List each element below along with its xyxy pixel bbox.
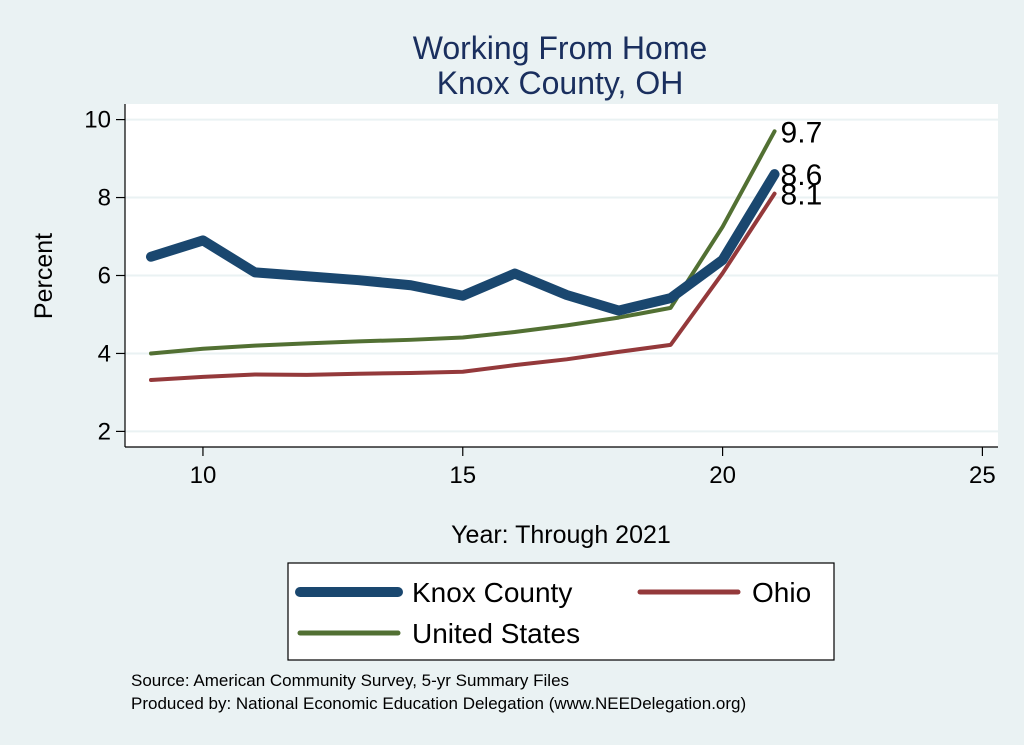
legend-box [287,562,835,661]
end-label-knox-county: 8.6 [781,159,823,192]
y-tick-label: 4 [98,340,111,367]
axis-ticks: 2 4 6 8 10 10 15 20 25 [84,107,995,489]
x-tick-label: 15 [449,462,476,489]
chart-title-line2: Knox County, OH [437,65,684,101]
x-tick-label: 10 [190,462,217,489]
y-tick-label: 10 [84,107,111,134]
produced-by-note: Produced by: National Economic Education… [131,694,746,713]
end-label-united-states: 9.7 [781,116,823,149]
y-tick-label: 6 [98,263,111,290]
end-labels: 9.7 8.68.1 [781,116,823,211]
legend-label-knox-county: Knox County [412,577,572,608]
legend-label-united-states: United States [412,618,580,649]
end-label-ohio: 8.1 [781,179,823,212]
y-tick-label: 8 [98,185,111,212]
chart-title-line1: Working From Home [413,30,708,66]
series-line-united-states [148,129,777,356]
source-note: Source: American Community Survey, 5-yr … [131,671,569,690]
series-line-ohio [148,191,777,382]
x-tick-label: 25 [969,462,996,489]
series-lines [145,129,780,382]
y-axis-title: Percent [30,233,58,319]
legend-label-ohio: Ohio [752,577,811,608]
legend: Knox County Ohio United States [295,577,811,649]
y-tick-label: 2 [98,418,111,445]
x-tick-label: 20 [709,462,736,489]
series-line-knox-county [145,169,780,316]
x-axis-title: Year: Through 2021 [451,521,671,549]
